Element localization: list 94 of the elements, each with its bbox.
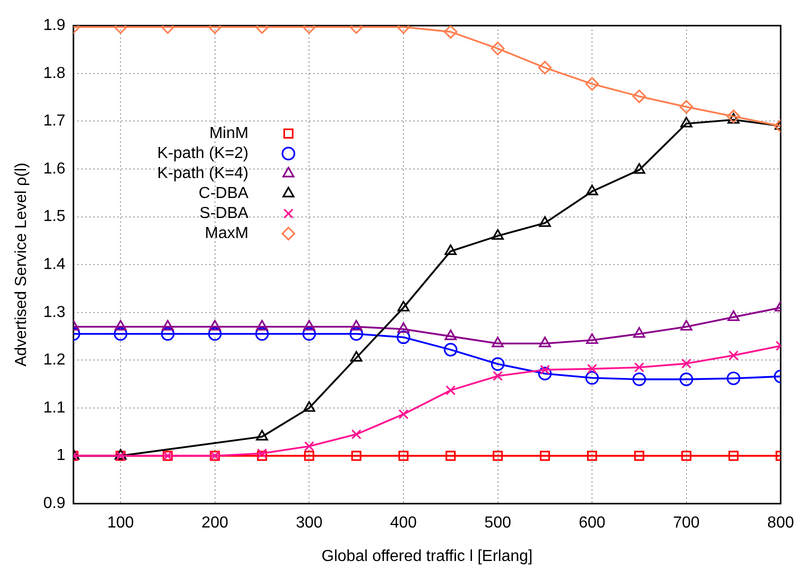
point [397,300,410,312]
point [728,112,740,124]
point [350,327,364,341]
point [444,330,457,340]
point [632,372,646,386]
y-tick-label: 1.2 [43,352,66,369]
point [538,366,552,380]
point [398,409,409,420]
point [680,100,694,114]
point [726,110,740,124]
x-tick-label: 500 [484,514,512,532]
point [444,342,458,356]
point [208,320,221,331]
point [634,362,644,372]
point [490,357,505,371]
point [490,42,505,56]
point [444,26,458,39]
point [538,60,552,74]
x-tick-label: 600 [578,514,606,532]
point [208,327,222,341]
point [681,450,692,461]
legend-label: MaxM [204,225,248,242]
point [256,320,268,331]
y-tick-label: 1.1 [43,399,66,416]
y-tick-label: 1.4 [43,256,66,274]
point [350,351,362,362]
x-tick-label: 100 [107,514,134,532]
y-tick-label: 1.7 [43,112,66,130]
point [586,184,598,196]
point [351,429,362,440]
y-tick-label: 0.9 [43,495,66,512]
legend-label: S-DBA [200,205,249,222]
point [540,450,550,461]
point [492,450,503,461]
point [728,450,739,461]
point [446,450,456,461]
point [726,372,740,386]
y-tick-label: 1.5 [43,208,66,226]
point [586,333,598,344]
point [538,336,551,348]
x-tick-label: 400 [390,514,417,532]
legend-label: K-path (K=2) [157,145,248,162]
point [114,327,128,341]
point [304,441,314,452]
point [632,90,646,104]
x-axis-title: Global offered traffic l [Erlang] [322,548,533,565]
point [492,336,504,348]
point [633,163,646,174]
point [680,320,692,331]
point [256,430,268,440]
y-tick-label: 1 [56,447,66,464]
y-axis-title: Advertised Service Level ρ(l) [13,162,30,367]
point [351,450,362,461]
x-tick-label: 300 [296,514,323,532]
point [255,327,269,341]
point [633,327,646,338]
y-tick-label: 1.9 [43,17,66,34]
point [303,401,316,412]
point [587,450,598,461]
x-tick-label: 700 [673,514,700,532]
point [680,372,694,386]
legend-label: C-DBA [198,185,249,202]
x-tick-label: 200 [202,514,228,532]
point [396,330,410,344]
point [397,322,410,333]
y-tick-label: 1.3 [43,304,66,321]
point [728,310,740,321]
point [634,450,644,461]
point [681,358,692,369]
point [728,350,739,360]
point [350,320,362,331]
point [256,448,268,458]
point [680,116,692,128]
legend-label: MinM [209,125,248,142]
point [585,371,599,385]
x-tick-label: 800 [767,514,794,532]
point [585,77,599,91]
point [587,364,598,374]
point [492,370,503,382]
point [492,229,504,240]
point [114,320,127,331]
y-tick-label: 1.6 [43,160,66,178]
point [302,327,316,341]
point [538,216,551,227]
point [398,450,409,461]
point [256,450,268,461]
point [446,385,456,396]
point [304,450,314,461]
point [303,320,316,331]
point [160,327,175,341]
y-tick-label: 1.8 [43,64,66,82]
legend-label: K-path (K=4) [157,165,248,182]
point [162,320,174,331]
point [444,244,457,256]
